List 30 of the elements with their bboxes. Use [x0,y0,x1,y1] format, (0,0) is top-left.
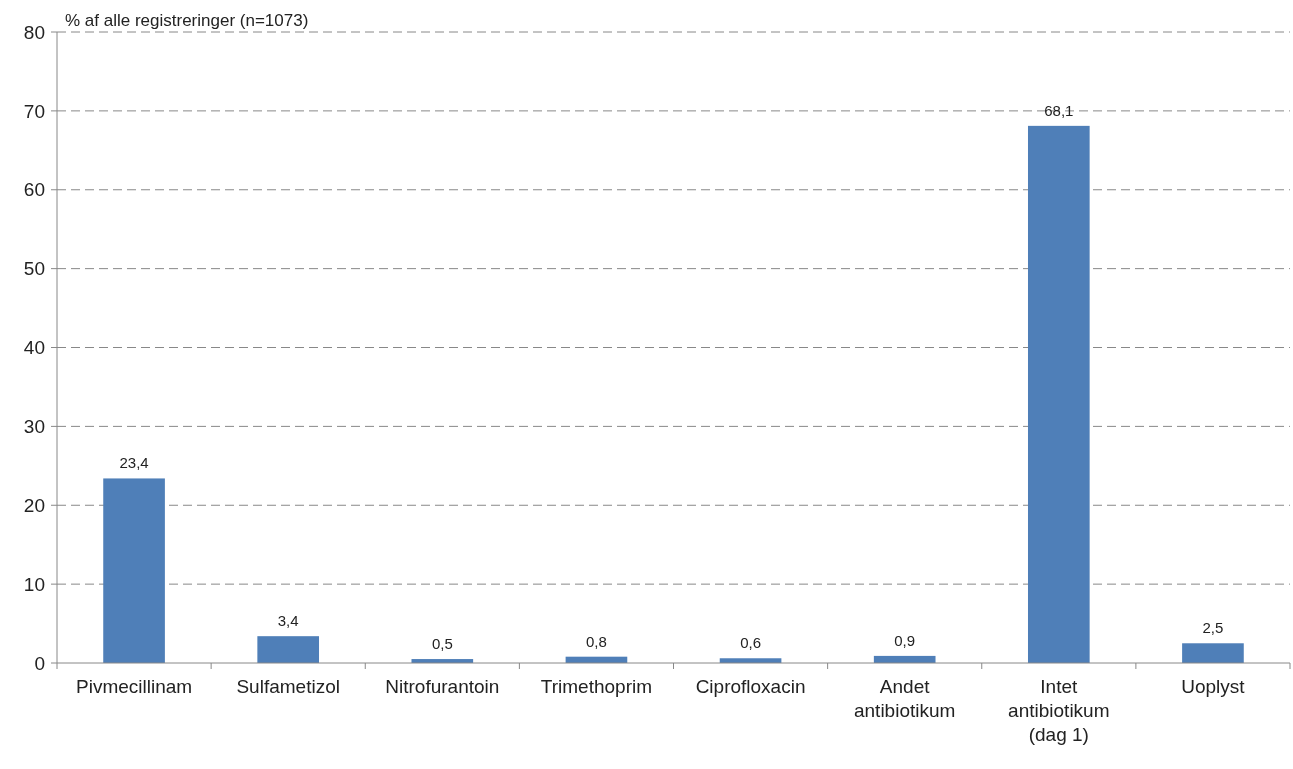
bar [257,636,320,663]
y-tick-label: 50 [23,258,45,280]
data-label: 3,4 [277,612,299,630]
x-tick-label: Andet antibiotikum [853,676,956,721]
data-label: 2,5 [1202,619,1224,637]
data-label: 0,9 [894,631,916,649]
y-axis-title: % af alle registreringer (n=1073) [65,11,309,30]
bar [103,478,165,663]
x-tick-label: Nitrofurantoin [385,676,500,697]
y-tick-label: 80 [23,21,45,43]
x-tick-label: Ciprofloxacin [695,676,806,697]
bar [1182,643,1244,663]
y-tick-label: 20 [23,494,45,516]
y-tick-label: 0 [34,652,45,674]
y-tick-label: 40 [23,337,45,359]
x-tick-label: Pivmecillinam [75,676,193,697]
x-tick-label: Sulfametizol [236,676,340,697]
bar [1027,125,1090,663]
data-label: 0,6 [740,634,761,652]
data-label: 0,8 [586,632,607,650]
y-tick-label: 70 [23,100,45,122]
x-tick-label: Uoplyst [1181,676,1246,697]
x-tick-label: Intet antibiotikum (dag 1) [1008,676,1110,745]
data-label: 68,1 [1044,101,1074,119]
y-tick-label: 60 [23,179,45,201]
data-label: 0,5 [431,635,453,653]
x-tick-label: Trimethoprim [540,676,653,697]
y-tick-label: 10 [23,573,45,595]
data-label: 23,4 [119,454,149,472]
y-tick-label: 30 [23,416,45,438]
